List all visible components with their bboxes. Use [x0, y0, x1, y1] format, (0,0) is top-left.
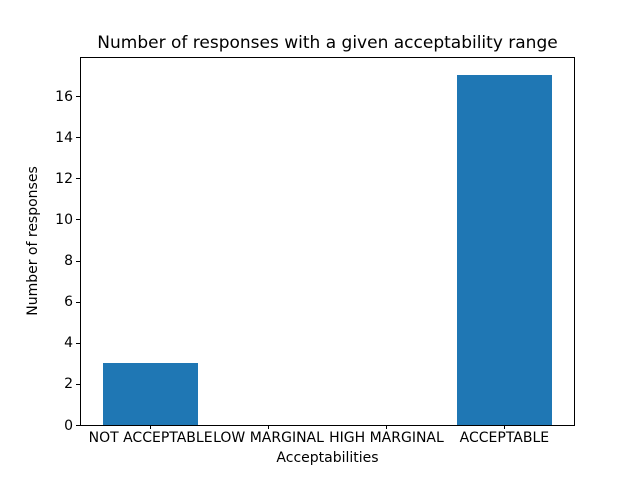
y-tick-label: 8	[64, 253, 73, 270]
x-tick-mark	[268, 425, 270, 429]
x-tick-label: ACCEPTABLE	[459, 430, 550, 446]
plot-area: NOT ACCEPTABLE LOW MARGINAL HIGH MARGINAL A…	[55, 57, 575, 445]
y-tick-label: 4	[64, 335, 73, 352]
y-tick-mark	[76, 137, 80, 139]
y-tick-label: 6	[64, 294, 73, 311]
y-tick-mark	[76, 96, 80, 98]
chart-title: Number of responses with a given accepta…	[97, 33, 558, 53]
x-axis-label: Acceptabilities	[276, 450, 379, 466]
y-tick-label: 10	[55, 211, 73, 228]
x-tick-label: HIGH MARGINAL	[329, 430, 444, 446]
y-tick-mark	[76, 178, 80, 180]
y-tick-label: 0	[64, 417, 73, 434]
y-tick-label: 16	[55, 88, 73, 105]
x-tick-label: NOT ACCEPTABLE	[88, 430, 213, 446]
y-tick-mark	[76, 383, 80, 385]
x-tick-mark	[150, 425, 152, 429]
y-tick-label: 12	[55, 170, 73, 187]
y-tick-mark	[76, 425, 80, 426]
y-tick-mark	[76, 260, 80, 262]
y-tick-mark	[76, 342, 80, 344]
x-tick-mark	[503, 425, 505, 429]
bar	[103, 363, 198, 425]
y-tick-label: 2	[64, 376, 73, 393]
x-tick-mark	[385, 425, 387, 429]
y-tick-mark	[76, 219, 80, 221]
y-tick-mark	[76, 301, 80, 303]
bar	[457, 75, 552, 425]
x-tick-label: LOW MARGINAL	[213, 430, 324, 446]
y-tick-label: 14	[55, 129, 73, 146]
y-axis-label: Number of responses	[25, 166, 41, 316]
